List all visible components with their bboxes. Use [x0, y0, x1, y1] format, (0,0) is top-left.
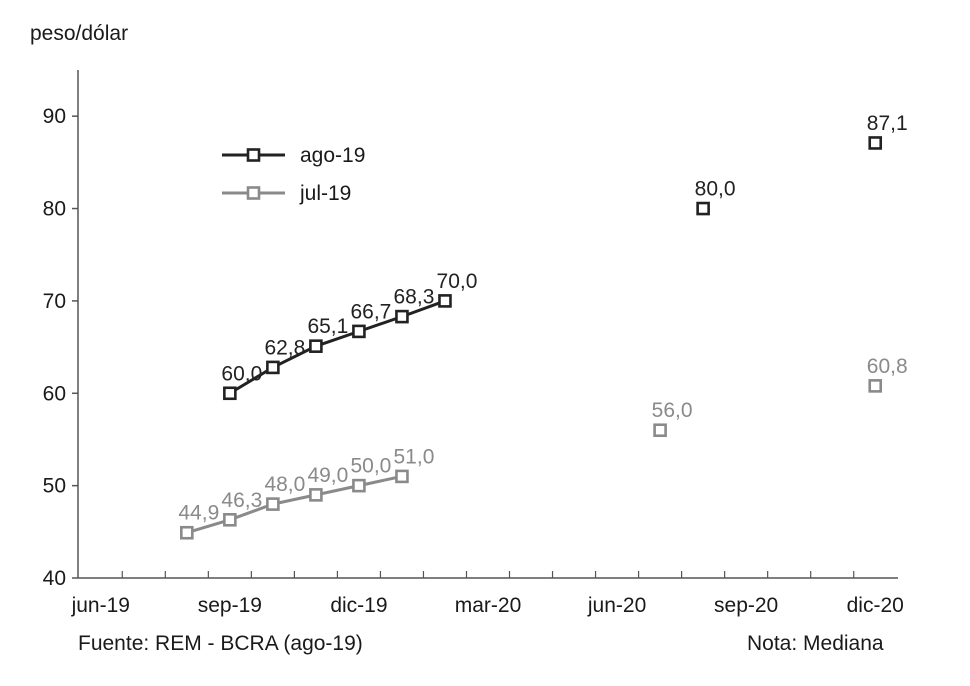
data-label: 70,0	[437, 270, 478, 293]
data-label: 50,0	[350, 455, 391, 478]
data-point	[266, 497, 280, 511]
data-label: 49,0	[307, 464, 348, 487]
legend-marker	[246, 186, 261, 200]
data-label: 87,1	[867, 112, 908, 135]
series-layer: 60,062,865,166,768,370,0 80,0 87,1 44,946,3…	[178, 112, 908, 540]
y-tick-label: 70	[43, 290, 66, 313]
legend-label: jul-19	[299, 182, 351, 205]
data-point	[223, 513, 237, 527]
data-point	[223, 386, 237, 401]
data-label: 46,3	[221, 489, 262, 512]
data-point	[395, 469, 409, 484]
data-point	[352, 324, 366, 339]
source-note: Fuente: REM - BCRA (ago-19)	[78, 632, 363, 655]
x-tick-label: mar-20	[455, 594, 522, 617]
y-tick-label: 40	[43, 567, 66, 590]
series-line	[186, 474, 403, 535]
legend-label: ago-19	[300, 144, 365, 167]
data-point	[395, 309, 409, 324]
data-label: 60,8	[867, 355, 908, 378]
data-label: 62,8	[264, 336, 305, 359]
legend-item-ago-19: ago-19	[222, 144, 365, 167]
data-point	[438, 294, 452, 308]
y-tick-label: 80	[43, 198, 66, 221]
x-tick-label: dic-20	[847, 594, 904, 617]
y-tick-label: 90	[43, 105, 66, 128]
series-line	[229, 299, 446, 395]
data-point	[352, 478, 366, 493]
data-point	[266, 360, 280, 375]
axes: 40 50 60 70 80 90 jun-19 sep-19 dic-19 mar-20 jun-…	[43, 70, 904, 617]
series-jul-19: 44,946,348,0 49,0 50,0 51,0 56,0 60,8	[178, 355, 908, 540]
data-label: 80,0	[695, 178, 736, 201]
median-note: Nota: Mediana	[747, 632, 884, 655]
x-tick-label: sep-20	[714, 594, 778, 617]
y-axis-title: peso/dólar	[30, 22, 128, 45]
x-tick-label: dic-19	[330, 594, 387, 617]
data-point	[868, 379, 883, 393]
series-ago-19: 60,062,865,166,768,370,0 80,0 87,1	[221, 112, 908, 401]
data-label: 48,0	[264, 473, 305, 496]
data-label: 56,0	[652, 399, 693, 422]
data-label: 68,3	[394, 286, 435, 309]
x-tick-label: jun-19	[71, 594, 130, 617]
x-tick-label: sep-19	[198, 594, 262, 617]
data-label: 51,0	[394, 445, 435, 468]
data-point	[868, 136, 883, 150]
data-label: 66,7	[350, 300, 391, 323]
legend-item-jul-19: jul-19	[222, 182, 351, 205]
legend: ago-19 jul-19	[222, 144, 365, 205]
data-point	[309, 339, 323, 353]
data-label: 65,1	[307, 315, 348, 338]
data-point	[309, 488, 323, 502]
data-point	[180, 525, 194, 540]
data-label: 44,9	[178, 502, 219, 525]
y-tick-label: 60	[43, 382, 66, 405]
data-point	[696, 201, 710, 216]
y-tick-label: 50	[43, 475, 66, 498]
legend-marker	[246, 148, 261, 162]
data-label: 60,0	[221, 362, 262, 385]
x-tick-label: jun-20	[587, 594, 646, 617]
data-point	[653, 423, 667, 438]
